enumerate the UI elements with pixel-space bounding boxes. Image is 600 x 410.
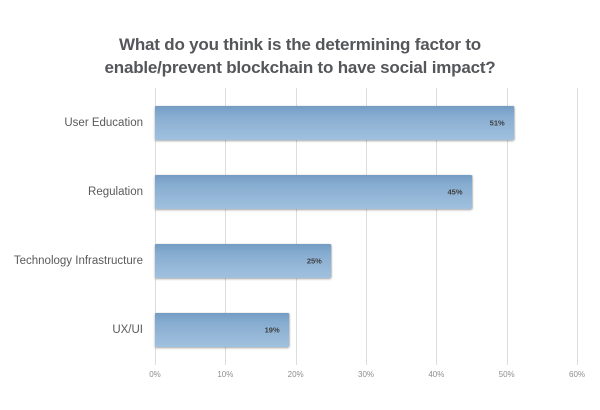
x-tick-label: 50% <box>498 370 515 379</box>
chart-row: 45% <box>155 157 577 226</box>
bar-chart: User Education Regulation Technology Infra… <box>0 88 592 388</box>
category-label: User Education <box>64 116 143 129</box>
bar: 25% <box>155 244 331 279</box>
gridline <box>225 88 227 365</box>
plot-area: 51% 45% 25% 19% <box>155 88 578 365</box>
bar: 19% <box>155 313 289 348</box>
bar-value-label: 51% <box>489 118 505 128</box>
x-tick-label: 20% <box>287 370 304 379</box>
bar-value-label: 45% <box>447 187 463 197</box>
bar-value-label: 19% <box>264 325 280 335</box>
category-label: Technology Infrastructure <box>13 254 143 267</box>
gridline <box>577 88 578 365</box>
bar: 45% <box>155 174 472 209</box>
chart-title-line-2: enable/prevent blockchain to have social… <box>104 58 496 77</box>
plot-wrap: 51% 45% 25% 19% 0% 10% 20% 30% 40% 50% 60% <box>149 88 585 388</box>
gridline <box>506 88 508 365</box>
bar-rows: 51% 45% 25% 19% <box>155 88 577 365</box>
x-axis-tick-labels: 0% 10% 20% 30% 40% 50% 60% <box>149 370 585 388</box>
chart-title: What do you think is the determining fac… <box>0 0 600 79</box>
x-tick-label: 40% <box>428 370 445 379</box>
x-tick-label: 60% <box>568 370 586 379</box>
gridline <box>436 88 438 365</box>
x-tick-label: 30% <box>357 370 375 379</box>
chart-row: 51% <box>155 88 577 157</box>
chart-row: 25% <box>155 227 577 296</box>
gridline <box>155 88 156 365</box>
bar-value-label: 25% <box>306 256 322 266</box>
x-tick-label: 0% <box>149 370 161 379</box>
bar: 51% <box>155 105 514 140</box>
category-label: Regulation <box>88 185 143 198</box>
gridline <box>295 88 297 365</box>
chart-row: 19% <box>155 296 577 365</box>
y-axis-labels: User Education Regulation Technology Infra… <box>0 88 155 388</box>
chart-title-line-1: What do you think is the determining fac… <box>119 35 481 54</box>
category-label: UX/UI <box>112 323 143 336</box>
x-tick-label: 10% <box>217 370 234 379</box>
gridline <box>366 88 367 365</box>
